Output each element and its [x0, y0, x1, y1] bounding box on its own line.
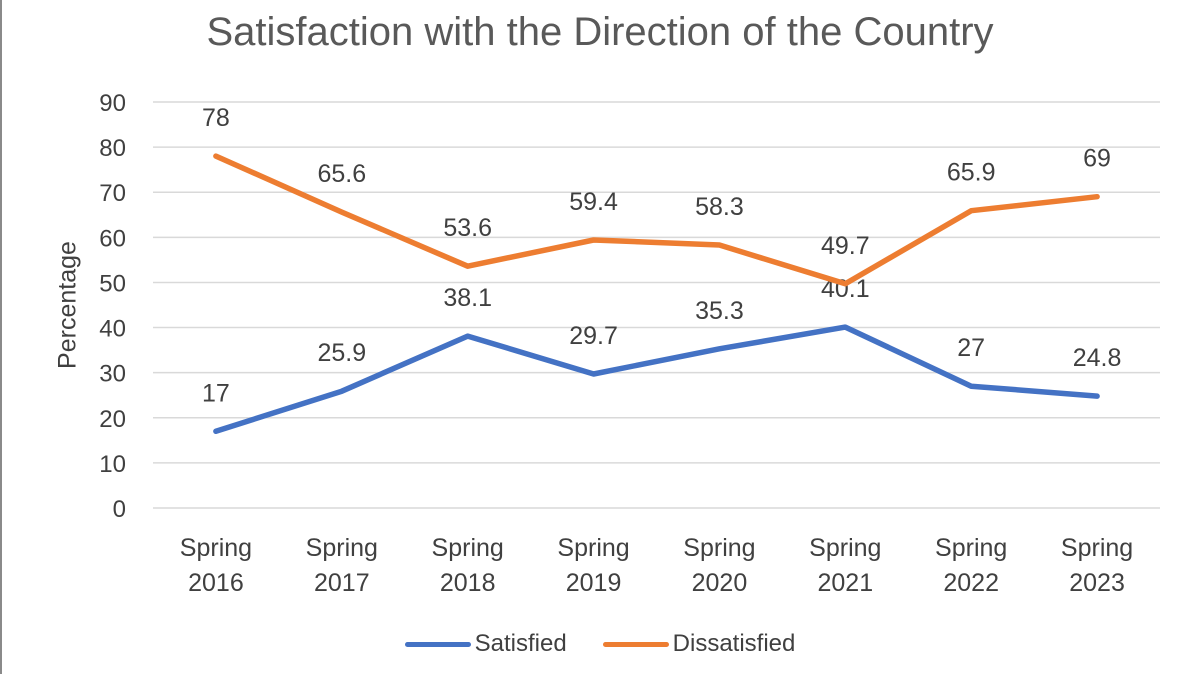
- chart-title: Satisfaction with the Direction of the C…: [206, 10, 994, 54]
- y-tick-label-40: 40: [99, 316, 126, 343]
- y-tick-label-20: 20: [99, 406, 126, 433]
- x-tick-label-6: Spring: [935, 534, 1007, 562]
- left-border: [0, 0, 2, 674]
- x-tick-label-2: 2018: [440, 569, 496, 597]
- x-tick-label-1: Spring: [306, 534, 378, 562]
- data-label-dissatisfied-7: 69: [1083, 145, 1111, 173]
- data-label-dissatisfied-2: 53.6: [443, 214, 492, 242]
- x-tick-label-5: Spring: [809, 534, 881, 562]
- x-tick-label-5: 2021: [818, 569, 874, 597]
- y-tick-label-80: 80: [99, 135, 126, 162]
- legend-item-satisfied[interactable]: Satisfied: [404, 630, 567, 658]
- x-tick-label-3: Spring: [557, 534, 629, 562]
- x-tick-label-2: Spring: [432, 534, 504, 562]
- x-tick-label-4: Spring: [683, 534, 755, 562]
- data-label-dissatisfied-1: 65.6: [317, 160, 366, 188]
- data-label-dissatisfied-5: 49.7: [821, 232, 870, 260]
- data-label-dissatisfied-3: 59.4: [569, 188, 618, 216]
- legend-label-satisfied: Satisfied: [474, 630, 567, 657]
- data-label-dissatisfied-4: 58.3: [695, 193, 744, 221]
- data-label-satisfied-4: 35.3: [695, 297, 744, 325]
- legend-label-dissatisfied: Dissatisfied: [672, 630, 796, 657]
- y-tick-label-90: 90: [99, 90, 126, 117]
- y-tick-label-50: 50: [99, 270, 126, 297]
- data-label-satisfied-3: 29.7: [569, 322, 618, 350]
- legend-swatch-dissatisfied: [602, 641, 669, 647]
- x-tick-label-7: Spring: [1061, 534, 1133, 562]
- legend-item-dissatisfied[interactable]: Dissatisfied: [602, 630, 796, 658]
- data-label-satisfied-7: 24.8: [1073, 344, 1122, 372]
- y-tick-label-60: 60: [99, 225, 126, 252]
- data-label-dissatisfied-6: 65.9: [947, 159, 996, 187]
- data-label-satisfied-1: 25.9: [317, 339, 366, 367]
- y-tick-label-70: 70: [99, 180, 126, 207]
- series-line-satisfied: [213, 324, 1100, 435]
- x-tick-label-4: 2020: [692, 569, 748, 597]
- series-line-dissatisfied: [213, 153, 1100, 287]
- y-tick-label-0: 0: [113, 496, 126, 523]
- y-tick-label-10: 10: [99, 451, 126, 478]
- x-tick-label-3: 2019: [566, 569, 622, 597]
- y-tick-label-30: 30: [99, 361, 126, 388]
- data-label-satisfied-0: 17: [202, 379, 230, 407]
- x-tick-label-0: Spring: [180, 534, 252, 562]
- data-label-satisfied-6: 27: [957, 334, 985, 362]
- data-label-dissatisfied-0: 78: [202, 104, 230, 132]
- x-tick-label-7: 2023: [1069, 569, 1125, 597]
- legend: Satisfied Dissatisfied: [0, 630, 1200, 658]
- data-label-satisfied-2: 38.1: [443, 284, 492, 312]
- x-tick-label-1: 2017: [314, 569, 370, 597]
- x-tick-label-6: 2022: [943, 569, 999, 597]
- legend-swatch-satisfied: [404, 641, 471, 647]
- x-tick-label-0: 2016: [188, 569, 244, 597]
